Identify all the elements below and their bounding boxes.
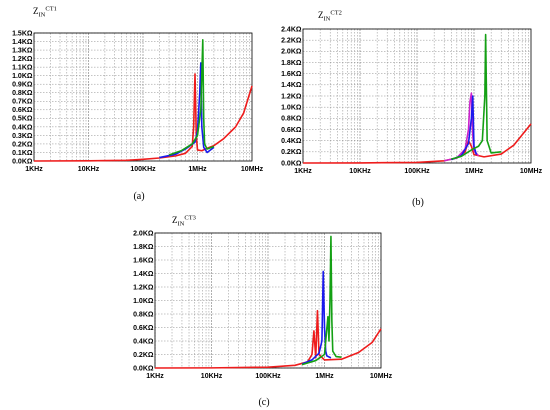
y-tick-label: 2.0KΩ	[133, 230, 154, 237]
title-superscript: CT2	[330, 10, 342, 17]
y-tick-label: 0.0KΩ	[12, 158, 33, 165]
x-tick-label: 10MHz	[241, 166, 264, 173]
x-tick-label: 100KHz	[130, 166, 156, 173]
title-subscript: IN	[39, 12, 46, 19]
x-tick-label: 100KHz	[255, 373, 281, 380]
series-green-line	[168, 39, 215, 156]
y-tick-label: 2.0KΩ	[281, 49, 302, 56]
y-tick-label: 0.7KΩ	[12, 99, 33, 106]
series-blue-line	[301, 270, 332, 365]
y-tick-label: 0.8KΩ	[133, 311, 154, 318]
y-tick-label: 2.4KΩ	[281, 26, 302, 33]
x-tick-label: 1MHz	[188, 166, 207, 173]
title-superscript: CT1	[45, 6, 57, 13]
chart-caption: (a)	[133, 191, 144, 202]
x-tick-label: 1KHz	[146, 373, 164, 380]
y-tick-label: 0.6KΩ	[133, 325, 154, 332]
y-tick-label: 1.8KΩ	[281, 60, 302, 67]
y-tick-label: 0.6KΩ	[281, 127, 302, 134]
title-main: Z	[33, 6, 39, 16]
y-tick-label: 0.2KΩ	[12, 141, 33, 148]
series-red-line	[33, 73, 253, 162]
y-tick-label: 0.3KΩ	[12, 133, 33, 140]
x-tick-label: 10KHz	[78, 166, 100, 173]
y-tick-label: 0.5KΩ	[12, 116, 33, 123]
y-tick-label: 0.6KΩ	[12, 107, 33, 114]
x-tick-label: 1KHz	[25, 166, 43, 173]
series-blue-line	[159, 62, 215, 159]
y-tick-label: 0.0KΩ	[281, 160, 302, 167]
chart-3: 0.0KΩ 0.2KΩ 0.4KΩ 0.6KΩ 0.8KΩ 1.0KΩ 1.2KΩ 1.4KΩ…	[133, 215, 392, 409]
y-tick-label: 0.4KΩ	[133, 338, 154, 345]
y-tick-label: 0.2KΩ	[133, 352, 154, 359]
y-tick-label: 0.1KΩ	[12, 150, 33, 157]
series-red-line	[154, 309, 382, 369]
plot-frame	[154, 232, 382, 369]
x-tick-label: 1MHz	[465, 168, 484, 175]
y-tick-label: 1.6KΩ	[133, 257, 154, 264]
chart-caption: (c)	[258, 397, 269, 408]
y-tick-label: 1.5KΩ	[12, 30, 33, 37]
plot-frame	[33, 32, 253, 162]
y-tick-label: 1.4KΩ	[133, 271, 154, 278]
x-tick-label: 10KHz	[201, 373, 223, 380]
x-tick-label: 1KHz	[294, 168, 312, 175]
x-tick-label: 10MHz	[520, 168, 543, 175]
chart-title: ZINCT2	[318, 10, 342, 23]
x-tick-label: 100KHz	[404, 168, 430, 175]
title-subscript: IN	[324, 16, 331, 23]
title-main: Z	[172, 215, 178, 225]
chart-2: 0.0KΩ 0.2KΩ 0.4KΩ 0.6KΩ 0.8KΩ 1.0KΩ 1.2KΩ 1.4KΩ…	[281, 10, 542, 209]
y-tick-label: 1.4KΩ	[12, 39, 33, 46]
y-tick-label: 0.8KΩ	[281, 116, 302, 123]
y-tick-label: 0.9KΩ	[12, 82, 33, 89]
y-tick-label: 0.4KΩ	[12, 124, 33, 131]
chart-caption: (b)	[412, 197, 424, 208]
y-tick-label: 1.3KΩ	[12, 47, 33, 54]
title-subscript: IN	[178, 221, 185, 228]
y-tick-label: 2.2KΩ	[281, 38, 302, 45]
y-tick-label: 0.0KΩ	[133, 365, 154, 372]
y-tick-label: 1.4KΩ	[281, 82, 302, 89]
chart-title: ZINCT1	[33, 6, 57, 19]
y-tick-label: 1.8KΩ	[133, 244, 154, 251]
series-green-line	[301, 235, 342, 366]
y-tick-label: 1.1KΩ	[12, 65, 33, 72]
x-tick-label: 1MHz	[315, 373, 334, 380]
y-tick-label: 1.0KΩ	[12, 73, 33, 80]
x-tick-label: 10KHz	[349, 168, 371, 175]
y-tick-label: 1.6KΩ	[281, 71, 302, 78]
y-tick-label: 0.2KΩ	[281, 149, 302, 156]
y-tick-label: 0.8KΩ	[12, 90, 33, 97]
series-green-line	[451, 33, 502, 160]
title-main: Z	[318, 10, 324, 20]
y-tick-label: 1.2KΩ	[281, 93, 302, 100]
y-tick-label: 1.0KΩ	[281, 105, 302, 112]
y-tick-label: 1.2KΩ	[12, 56, 33, 63]
chart-title: ZINCT3	[172, 215, 196, 228]
title-superscript: CT3	[184, 215, 196, 222]
x-tick-label: 10MHz	[370, 373, 393, 380]
y-tick-label: 0.4KΩ	[281, 138, 302, 145]
y-tick-label: 1.0KΩ	[133, 298, 154, 305]
y-tick-label: 1.2KΩ	[133, 284, 154, 291]
